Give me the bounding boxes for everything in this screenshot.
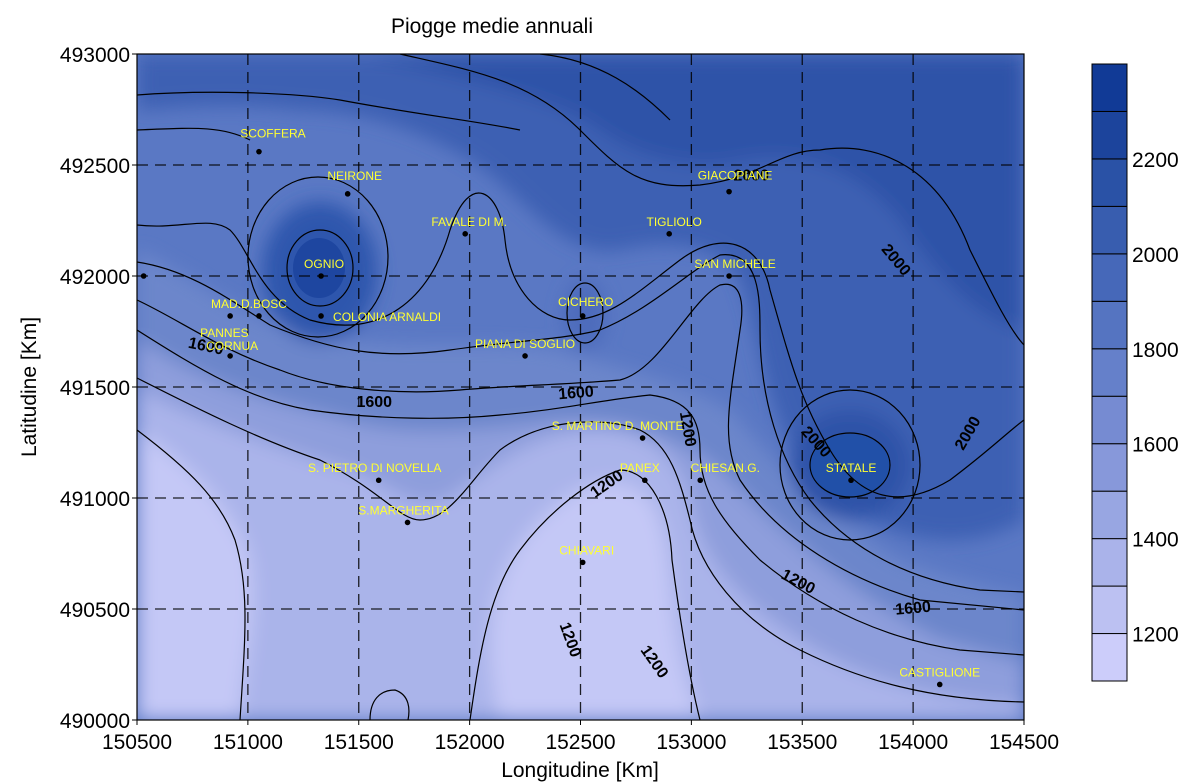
y-axis-label: Latitudine [Km] xyxy=(18,317,41,457)
x-tick-label: 151500 xyxy=(324,731,394,754)
y-tick-label: 490500 xyxy=(60,599,130,622)
stations: SCOFFERA NEIRONE FAVALE DI M. TIGLIOLO GIACO… xyxy=(140,127,980,688)
station-marker xyxy=(227,313,233,319)
colorbar-swatch xyxy=(1091,633,1128,682)
x-tick-label: 152500 xyxy=(545,731,615,754)
station-label: CHIESAN.G. xyxy=(691,461,760,475)
colorbar-swatch xyxy=(1091,63,1128,112)
colorbar-label: 2200 xyxy=(1132,149,1179,172)
contour-value-label: 1600 xyxy=(356,394,392,411)
station-marker xyxy=(375,477,382,484)
station-label: COLONIA ARNALDI xyxy=(333,310,441,324)
y-tick-label: 491000 xyxy=(60,488,130,511)
station-label: PANNES xyxy=(200,326,248,340)
station-marker xyxy=(318,273,324,279)
station-marker xyxy=(318,313,324,319)
station-label: CORNUA xyxy=(206,339,258,353)
contour-lines xyxy=(137,54,1024,720)
y-tick-label: 490000 xyxy=(60,710,130,733)
station-marker xyxy=(256,313,262,319)
y-tick-label: 492000 xyxy=(60,266,130,289)
contour-value-label: 1600 xyxy=(558,383,595,403)
station-label: S. PIETRO DI NOVELLA xyxy=(308,461,441,475)
colorbar: 1200 1400 1600 1800 2000 2200 xyxy=(1091,63,1179,682)
station-label: CASTIGLIONE xyxy=(899,665,980,679)
station-marker xyxy=(848,477,854,484)
station-label: FAVALE DI M. xyxy=(431,215,507,229)
colorbar-swatch xyxy=(1091,253,1128,302)
station-marker xyxy=(404,519,411,526)
colorbar-swatch xyxy=(1091,110,1128,160)
station-label: STATALE xyxy=(826,461,877,475)
colorbar-swatch xyxy=(1091,443,1128,492)
station-marker xyxy=(256,148,262,155)
grid xyxy=(137,54,1024,720)
contour-value-label: 1200 xyxy=(676,410,699,448)
y-tick-label: 492500 xyxy=(60,155,130,178)
station-label: OGNIO xyxy=(304,257,344,271)
chart-title: Piogge medie annuali xyxy=(391,15,593,38)
colorbar-swatch xyxy=(1091,395,1128,445)
x-tick-label: 154500 xyxy=(989,731,1059,754)
station-marker xyxy=(140,273,147,279)
station-marker xyxy=(639,435,646,441)
x-axis-ticks: 150500 151000 151500 152000 152500 153000 1535… xyxy=(102,720,1059,754)
colorbar-label: 1800 xyxy=(1132,339,1179,362)
colorbar-swatch xyxy=(1091,205,1128,255)
colorbar-swatch xyxy=(1091,585,1128,635)
station-marker xyxy=(344,191,351,197)
x-tick-label: 154000 xyxy=(878,731,948,754)
station-label: S. MARTINO D. MONTE xyxy=(552,419,684,433)
station-marker xyxy=(522,353,528,359)
station-label: CICHERO xyxy=(558,295,613,309)
station-label: GIACOPIANE xyxy=(698,169,773,183)
station-label: MAD.D.BOSC xyxy=(211,297,287,311)
colorbar-label: 1600 xyxy=(1132,434,1179,457)
station-label: NEIRONE xyxy=(327,169,382,183)
contour-value-label: 1600 xyxy=(895,599,932,619)
y-tick-label: 491500 xyxy=(60,377,130,400)
station-label: S.MARGHERITA xyxy=(358,503,448,517)
colorbar-swatch xyxy=(1091,300,1128,350)
station-marker xyxy=(579,559,586,566)
x-tick-label: 153000 xyxy=(656,731,726,754)
station-marker xyxy=(726,273,732,279)
station-marker xyxy=(579,313,586,319)
station-label: PANEX xyxy=(620,461,660,475)
station-label: SAN MICHELE xyxy=(694,257,775,271)
station-label: SCOFFERA xyxy=(240,127,305,141)
colorbar-label: 1400 xyxy=(1132,529,1179,552)
station-marker xyxy=(936,681,943,688)
y-tick-label: 493000 xyxy=(60,44,130,67)
station-marker xyxy=(726,188,732,195)
station-marker xyxy=(697,477,704,484)
station-label: TIGLIOLO xyxy=(647,215,702,229)
x-tick-label: 153500 xyxy=(767,731,837,754)
colorbar-swatch xyxy=(1091,490,1128,540)
station-marker xyxy=(227,353,233,359)
x-tick-label: 152000 xyxy=(435,731,505,754)
station-marker xyxy=(666,231,672,237)
station-marker xyxy=(642,477,648,484)
colorbar-label: 1200 xyxy=(1132,624,1179,647)
station-marker xyxy=(462,231,468,237)
x-axis-label: Longitudine [Km] xyxy=(501,759,659,782)
contour-value-label: 2000 xyxy=(733,167,769,184)
y-axis-ticks: 490000 490500 491000 491500 492000 492500 4930… xyxy=(60,44,137,733)
x-tick-label: 151000 xyxy=(213,731,283,754)
colorbar-swatch xyxy=(1091,348,1128,397)
colorbar-label: 2000 xyxy=(1132,244,1179,267)
station-label: CHIAVARI xyxy=(559,543,614,557)
colorbar-swatch xyxy=(1091,158,1128,207)
colorbar-swatch xyxy=(1091,538,1128,587)
station-label: PIANA DI SOGLIO xyxy=(475,337,575,351)
x-tick-label: 150500 xyxy=(102,731,172,754)
